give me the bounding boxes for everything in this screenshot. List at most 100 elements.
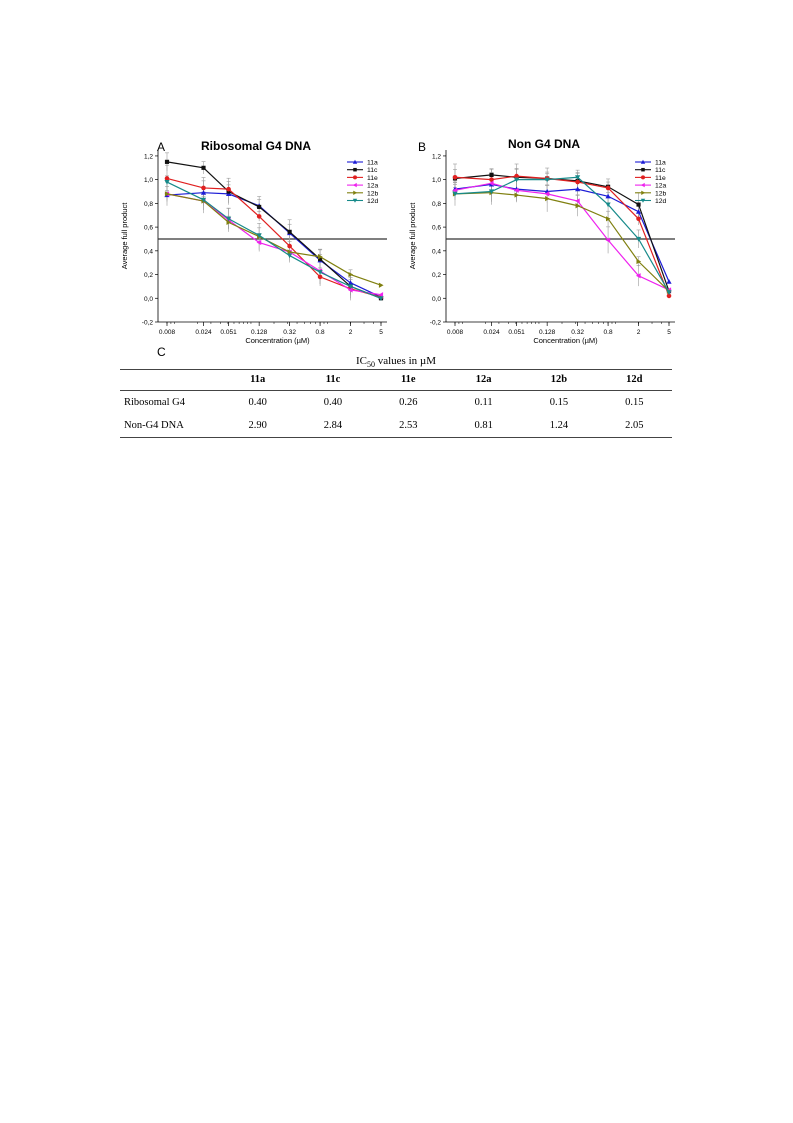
chart-a-legend-label-11c: 11c [367,167,378,174]
chart-a-y-axis-label: Average full product [120,202,129,269]
chart-a-legend-label-11a: 11a [367,160,378,167]
panel-b-letter: B [418,140,427,154]
chart-a-x-tick-label: 0.008 [159,329,176,336]
chart-a-point-11c [201,165,206,170]
table-cell: 0.81 [445,414,522,438]
chart-a-y-tick-label: 0,6 [144,225,153,232]
chart-b-point-11a [575,186,581,192]
chart-a-point-11e [226,186,231,192]
table-cell: 2.90 [220,414,296,438]
chart-b-point-12d [544,177,550,183]
chart-a-point-12b [226,219,232,225]
panel-c-letter: C [157,345,166,359]
chart-a-point-11a [200,190,207,195]
chart-a-legend-marker-12b [353,190,358,195]
chart-b-y-tick-label: 0,8 [432,201,441,208]
chart-b-point-11a [666,279,672,284]
chart-b-y-tick-label: 1,0 [432,177,441,184]
chart-a-y-tick-label: 0,0 [144,296,153,303]
table-cell: 0.26 [399,397,418,408]
chart-a-point-12b [378,282,384,288]
panel-b-title: Non G4 DNA [508,137,580,151]
chart-b-point-11e [514,173,519,179]
chart-b-point-12d [575,175,581,180]
chart-b: -0,2 0,0 0,2 0,4 0,6 0,8 1,0 1,2 0.008 0.024 0.051… [408,150,675,345]
chart-a-legend-label-12b: 12b [367,190,379,197]
chart-a-point-11e [201,185,206,191]
chart-a-point-11c [164,159,170,164]
chart-a-point-12d [164,179,170,185]
ic50-header-row: 11a 11c 11e 12a 12b 12d [120,369,672,391]
chart-b-legend-label-11a: 11a [655,160,666,167]
table-cell: 1.24 [521,414,597,438]
chart-a-point-12b [287,249,293,255]
ic50-caption-suffix: values in µM [374,355,437,367]
table-cell: 2.84 [295,414,371,438]
chart-a-point-11c [287,229,292,234]
table-cell: 0.40 [323,397,343,408]
chart-a-series-12d-line [166,181,382,299]
chart-b-y-tick-label: 0,6 [432,225,441,232]
chart-a-point-11e [317,274,323,280]
chart-a-series-12b-line [166,193,382,286]
ic50-header-blank [120,369,220,391]
chart-b-point-12a [635,273,641,279]
chart-b-point-11e [575,179,580,185]
chart-b-point-12d [605,202,611,208]
chart-a-point-12d [287,253,293,259]
chart-a-y-tick-label: -0,2 [142,320,154,327]
chart-a-legend-marker-12d [352,198,358,203]
chart-b-point-11c [636,202,641,207]
chart-a-x-tick-label: 5 [379,329,383,336]
chart-a-x-tick-label: 0.024 [195,329,212,336]
chart-a-series-11c-line [166,161,382,299]
chart-a-point-12b [318,254,323,260]
chart-b-legend-label-12d: 12d [655,198,667,205]
chart-a-y-tick-label: 1,0 [144,177,153,184]
chart-b-point-12b [514,192,520,198]
chart-a-y-tick-label: 0,2 [144,272,153,279]
table-cell: 0.11 [474,397,493,408]
chart-a-point-12a [347,287,353,293]
table-cell: 2.05 [596,414,672,438]
ic50-header-11c: 11c [295,369,371,391]
ic50-header-12a: 12a [445,369,522,391]
chart-a-point-12a [378,292,384,298]
chart-b-point-11e [636,216,641,222]
chart-a-point-11e [256,214,262,219]
chart-b-point-12a [488,180,494,186]
chart-b-x-tick-label: 0.128 [539,329,556,336]
ic50-caption-sub: 50 [366,360,375,370]
chart-a-legend-marker-11e [353,175,357,180]
chart-b-legend-marker-12b [641,190,646,195]
chart-b-point-11c [489,172,494,177]
chart-a-x-tick-label: 2 [349,329,353,336]
chart-b-y-tick-label: 0,4 [432,248,441,255]
chart-b-series-11e-line [454,175,670,297]
chart-b-y-tick-label: 1,2 [432,153,441,160]
chart-b-point-11a [635,209,642,214]
chart-b-point-12a [544,191,550,197]
chart-a-y-tick-label: 0,4 [144,248,153,255]
chart-a-legend-marker-11c [353,167,357,172]
chart-a-point-12d [378,296,384,301]
chart-b-point-12a [605,237,611,243]
chart-b-point-12b [636,258,642,265]
chart-b-point-12b [606,216,611,222]
row-label: Ribosomal G4 [124,397,185,408]
chart-b-y-tick-label: 0,2 [432,272,441,279]
chart-a: -0,2 0,0 0,2 0,4 0,6 0,8 1,0 1,2 0.008 0.024 0.051… [120,150,387,345]
chart-b-legend-marker-12a [640,182,645,188]
ic50-table: 11a 11c 11e 12a 12b 12d Ribosomal G4 0.4… [120,369,672,438]
chart-b-legend-label-11c: 11c [655,167,666,174]
table-cell: 0.40 [248,397,267,408]
chart-a-point-12b [348,271,354,278]
chart-b-point-12d [488,189,495,195]
chart-b-legend-label-11e: 11e [655,175,666,182]
chart-b-series-12b-line [454,192,670,292]
chart-b-series-12d-line [454,176,670,293]
chart-a-point-12d [225,216,232,222]
chart-b-x-tick-label: 0.8 [604,329,613,336]
chart-b-point-11e [666,293,672,299]
chart-b-legend-marker-11a [640,159,646,164]
